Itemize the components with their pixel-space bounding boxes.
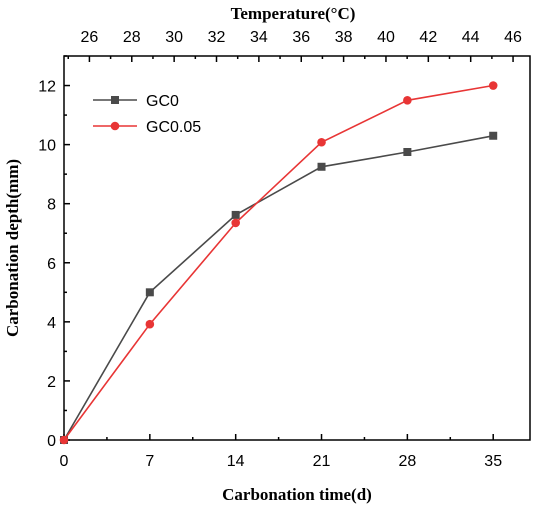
x2-tick-label: 32 <box>208 29 226 46</box>
y-tick-label: 8 <box>47 197 56 214</box>
data-point-gc0-05 <box>231 218 240 228</box>
x2-tick-label: 42 <box>419 29 437 46</box>
x2-tick-label: 30 <box>165 29 183 46</box>
x2-tick-label: 44 <box>462 29 480 46</box>
x2-tick-label: 28 <box>123 29 141 46</box>
data-point-gc0 <box>317 162 326 171</box>
legend-label-gc0: GC0 <box>146 93 179 110</box>
top-axis-ticks: 26 28 30 32 34 36 38 40 42 44 46 <box>67 29 522 62</box>
data-point-gc0-05 <box>59 435 69 445</box>
series-line-gc0 <box>63 135 494 441</box>
legend-marker-gc0-05 <box>110 121 120 131</box>
data-point-gc0-05 <box>317 137 326 147</box>
y-tick-label: 10 <box>38 138 56 155</box>
y-tick-label: 12 <box>38 79 56 96</box>
series-layer <box>59 81 498 445</box>
x-axis-title: Carbonation time(d) <box>222 485 372 504</box>
data-point-gc0-05 <box>403 96 412 105</box>
legend: GC0 GC0.05 <box>93 93 201 136</box>
data-point-gc0 <box>145 288 154 297</box>
x2-tick-label: 26 <box>81 29 99 46</box>
data-point-gc0 <box>489 131 498 140</box>
legend-marker-gc0 <box>111 96 119 104</box>
x-tick-label: 7 <box>145 453 154 470</box>
x2-tick-label: 46 <box>504 29 522 46</box>
x2-tick-label: 36 <box>292 29 310 46</box>
y-tick-label: 6 <box>47 256 56 273</box>
data-point-gc0 <box>403 148 412 156</box>
x-tick-label: 28 <box>398 453 416 470</box>
x-tick-label: 35 <box>484 453 502 470</box>
plot-frame <box>63 55 531 441</box>
y-tick-label: 2 <box>47 374 56 391</box>
series-line-gc0-05 <box>63 84 494 441</box>
x2-tick-label: 40 <box>377 29 395 46</box>
bottom-axis-ticks: 0 7 14 21 28 35 <box>60 434 502 470</box>
data-point-gc0 <box>231 210 240 219</box>
y-tick-label: 0 <box>47 433 56 450</box>
data-point-gc0-05 <box>488 81 498 90</box>
x2-tick-label: 34 <box>250 29 268 46</box>
x2-axis-title: Temperature(°C) <box>231 4 356 23</box>
y-axis-title: Carbonation depth(mm) <box>3 159 22 337</box>
data-point-gc0-05 <box>145 319 155 329</box>
x2-tick-label: 38 <box>335 29 353 46</box>
legend-label-gc0-05: GC0.05 <box>146 119 201 136</box>
left-axis-ticks: 0 2 4 6 8 10 12 <box>38 55 70 450</box>
y-tick-label: 4 <box>47 315 56 332</box>
x-tick-label: 14 <box>227 453 245 470</box>
x-tick-label: 0 <box>60 453 69 470</box>
x-tick-label: 21 <box>313 453 331 470</box>
